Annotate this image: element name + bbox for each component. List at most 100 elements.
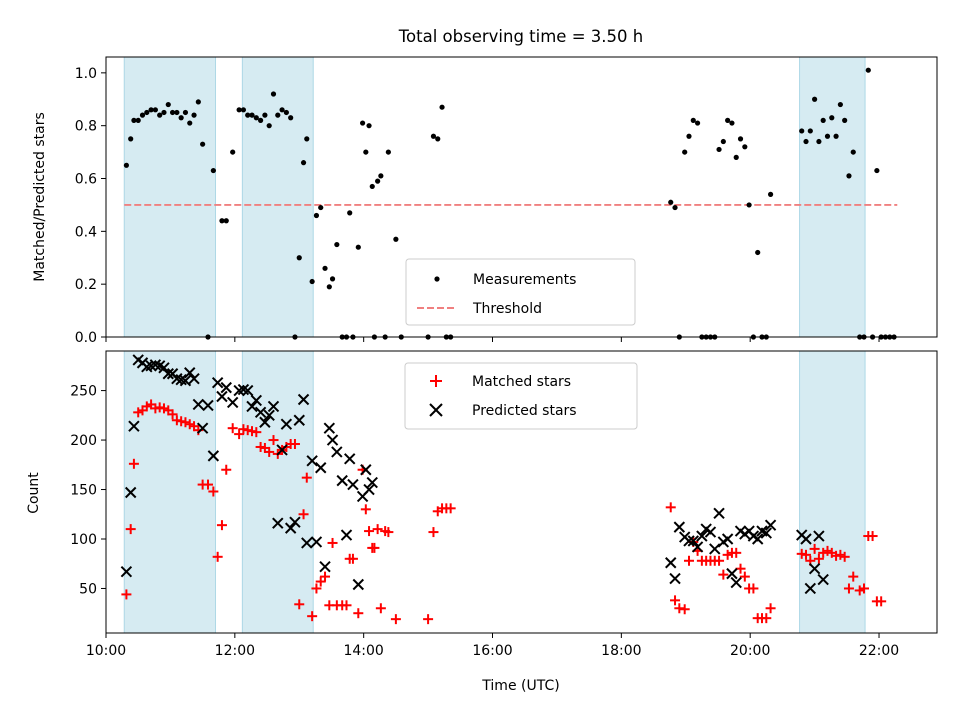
predicted-star-stroke-b	[220, 381, 232, 394]
matched-star-point	[227, 423, 238, 434]
measurement-point	[347, 210, 353, 216]
predicted-star-point	[366, 476, 378, 489]
measurement-point	[131, 117, 137, 123]
measurement-point	[128, 136, 134, 142]
measurement-point	[249, 112, 255, 118]
matched-star-point	[731, 547, 742, 558]
matched-star-point	[428, 527, 439, 538]
predicted-star-point	[196, 422, 209, 434]
predicted-star-point	[254, 406, 267, 419]
predicted-star-point	[336, 474, 348, 487]
predicted-star-point	[184, 367, 196, 379]
predicted-star-stroke-b	[284, 522, 297, 534]
matched-star-point	[383, 527, 394, 538]
measurement-point	[270, 91, 277, 97]
matched-star-point	[208, 486, 219, 497]
measurement-point	[716, 146, 722, 153]
predicted-star-stroke-b	[301, 537, 313, 549]
predicted-star-point	[804, 582, 817, 595]
predicted-star-point	[817, 573, 829, 586]
measurement-point	[334, 241, 340, 248]
predicted-star-stroke-b	[293, 414, 305, 426]
matched-star-point	[748, 583, 759, 594]
predicted-star-stroke-b	[153, 360, 166, 372]
measurement-point	[253, 115, 259, 121]
bottom-y-axis-label: Count	[26, 472, 42, 514]
matched-star-point	[289, 439, 300, 450]
predicted-star-point	[188, 372, 200, 385]
predicted-star-stroke-b	[297, 393, 310, 406]
measurement-point	[393, 236, 399, 242]
measurement-point	[318, 204, 324, 211]
predicted-star-stroke-b	[124, 486, 137, 499]
matched-star-point	[683, 555, 694, 566]
measurement-point	[313, 212, 320, 219]
predicted-star-stroke-b	[276, 444, 288, 456]
legend-marker-predicted-stars	[429, 403, 443, 417]
predicted-star-stroke-b	[726, 567, 738, 580]
predicted-star-stroke-b	[149, 359, 162, 371]
predicted-star-stroke-b	[267, 400, 280, 413]
measurement-point	[355, 244, 361, 250]
predicted-star-point	[280, 418, 293, 430]
predicted-star-point	[246, 400, 258, 413]
measurement-point	[803, 138, 809, 145]
matched-star-point	[765, 603, 776, 614]
predicted-star-stroke-b	[175, 373, 187, 386]
predicted-star-stroke-b	[179, 374, 192, 387]
predicted-star-stroke-b	[713, 507, 725, 519]
predicted-star-point	[319, 560, 331, 573]
matched-star-point	[839, 551, 850, 562]
predicted-star-stroke-b	[246, 400, 258, 413]
measurement-point	[378, 173, 384, 179]
matched-star-point	[311, 583, 322, 594]
top-shaded-interval-0	[123, 56, 217, 338]
measurement-point	[363, 149, 369, 155]
measurement-point	[275, 112, 281, 118]
predicted-star-stroke-b	[336, 474, 348, 487]
matched-star-point	[801, 549, 812, 560]
predicted-star-point	[297, 393, 310, 406]
measurement-point	[191, 112, 197, 118]
measurement-point	[326, 284, 332, 290]
legend-marker-measurements	[434, 276, 440, 282]
matched-star-point	[125, 524, 136, 535]
measurement-point	[174, 109, 180, 116]
predicted-star-stroke-b	[751, 533, 764, 545]
predicted-star-stroke-b	[319, 560, 331, 573]
measurement-point	[360, 120, 366, 126]
top-legend-box	[405, 258, 636, 326]
predicted-star-point	[207, 450, 220, 462]
predicted-star-stroke-b	[323, 422, 336, 434]
measurement-point	[690, 117, 696, 123]
measurement-point	[668, 199, 674, 205]
predicted-star-point	[192, 398, 205, 411]
top-legend: Measurements Threshold	[405, 258, 636, 326]
matched-star-point	[360, 504, 371, 515]
predicted-star-point	[267, 400, 280, 413]
predicted-star-stroke-b	[687, 535, 699, 547]
measurement-point	[165, 101, 171, 108]
top-y-tick-label: 0.8	[75, 119, 97, 135]
predicted-star-point	[696, 530, 708, 542]
measurement-point	[850, 149, 856, 155]
predicted-star-stroke-b	[709, 543, 721, 555]
measurement-point	[230, 149, 236, 155]
predicted-star-stroke-b	[259, 416, 271, 428]
measurement-point	[366, 123, 372, 129]
measurement-point	[139, 112, 146, 118]
predicted-star-stroke-b	[250, 394, 263, 407]
x-tick-label: 10:00	[86, 643, 126, 659]
predicted-star-stroke-b	[366, 476, 378, 489]
predicted-star-point	[665, 557, 677, 569]
matched-star-point	[216, 520, 227, 531]
predicted-star-stroke-b	[760, 527, 772, 539]
measurement-point	[725, 117, 731, 123]
measurement-point	[807, 128, 813, 134]
predicted-star-stroke-b	[665, 557, 677, 569]
top-y-tick-label: 0.0	[75, 330, 97, 346]
predicted-star-point	[709, 543, 721, 555]
predicted-star-stroke-b	[216, 390, 228, 403]
predicted-star-stroke-b	[730, 576, 742, 589]
matched-star-point	[876, 596, 887, 607]
